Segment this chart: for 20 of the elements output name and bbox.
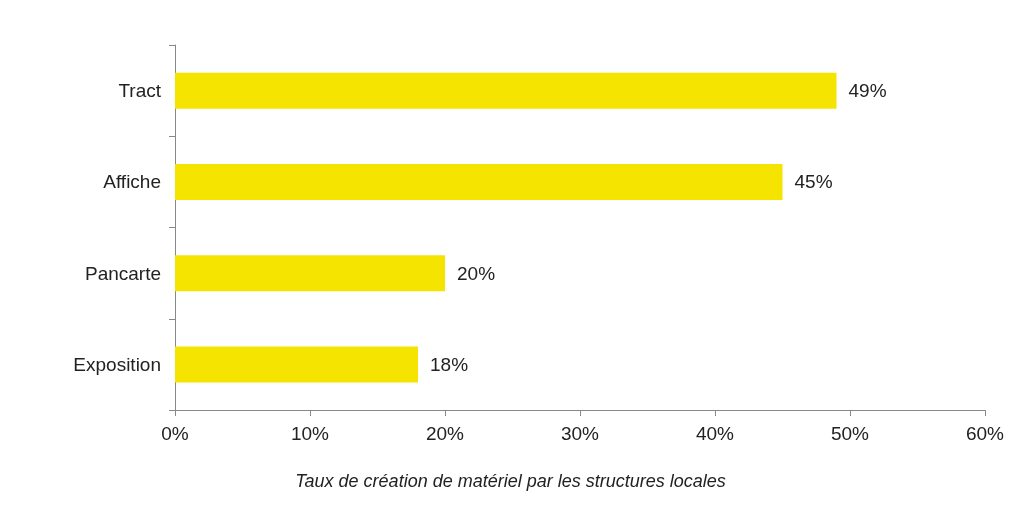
data-label: 45% <box>794 171 833 193</box>
x-tick-label: 30% <box>560 423 600 444</box>
bar <box>175 346 418 383</box>
data-label: 49% <box>848 80 887 102</box>
y-tick-label: Pancarte <box>84 262 161 284</box>
x-tick-label: 40% <box>695 423 735 444</box>
bar <box>175 255 445 292</box>
y-tick-label: Exposition <box>73 353 161 375</box>
y-tick-label: Affiche <box>103 171 161 193</box>
bar <box>175 163 783 200</box>
x-tick-label: 50% <box>830 423 870 444</box>
x-axis-title: Taux de création de matériel par les structures locales <box>295 471 726 491</box>
x-tick-label: 0% <box>161 423 189 444</box>
data-label: 20% <box>457 262 496 284</box>
y-tick-label: Tract <box>118 80 162 102</box>
data-label: 18% <box>430 353 469 375</box>
bar <box>175 72 837 109</box>
x-tick-label: 10% <box>290 423 330 444</box>
x-tick-label: 20% <box>425 423 465 444</box>
x-tick-label: 60% <box>965 423 1005 444</box>
